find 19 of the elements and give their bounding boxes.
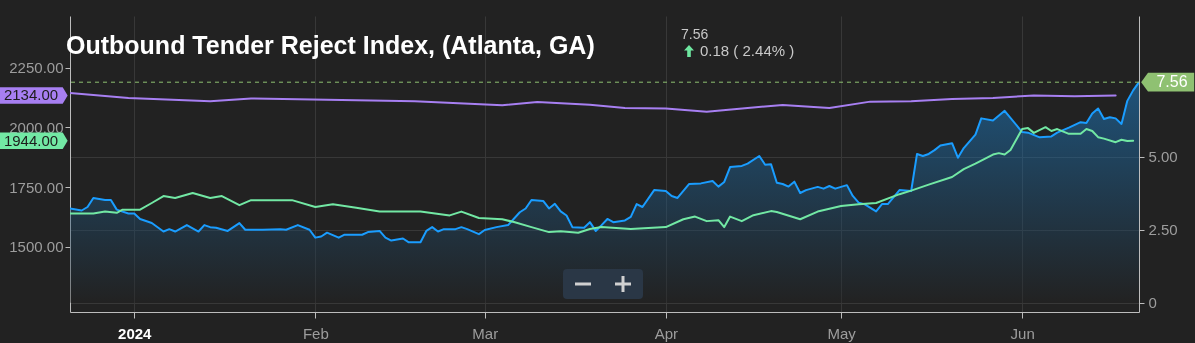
y2-tick-label: 0	[1148, 294, 1157, 312]
text: 2134.00	[3, 86, 59, 104]
x-tick-label: Apr	[654, 324, 679, 342]
annotation: 0.18 ( 2.44% )	[700, 42, 795, 59]
y-tick-label: 2250.00	[9, 59, 64, 77]
ref-line-label: 7.56	[1156, 73, 1188, 91]
y-tick-label: 1750.00	[9, 178, 64, 196]
y2-tick-label: 5.00	[1148, 148, 1178, 166]
x-tick-label: Feb	[302, 324, 329, 342]
y2-tick-label: 2.50	[1148, 221, 1178, 239]
x-tick-label: 2024	[118, 324, 153, 342]
line-series	[70, 126, 1135, 234]
x-tick-label: Jun	[1010, 324, 1035, 342]
y-tick-label: 1500.00	[9, 238, 64, 256]
line-series	[70, 92, 1117, 113]
x-tick-label: Mar	[472, 324, 499, 342]
y-tick-label: 2000.00	[9, 118, 64, 136]
annotation: 7.56	[681, 26, 709, 42]
x-tick-label: May	[827, 324, 857, 342]
